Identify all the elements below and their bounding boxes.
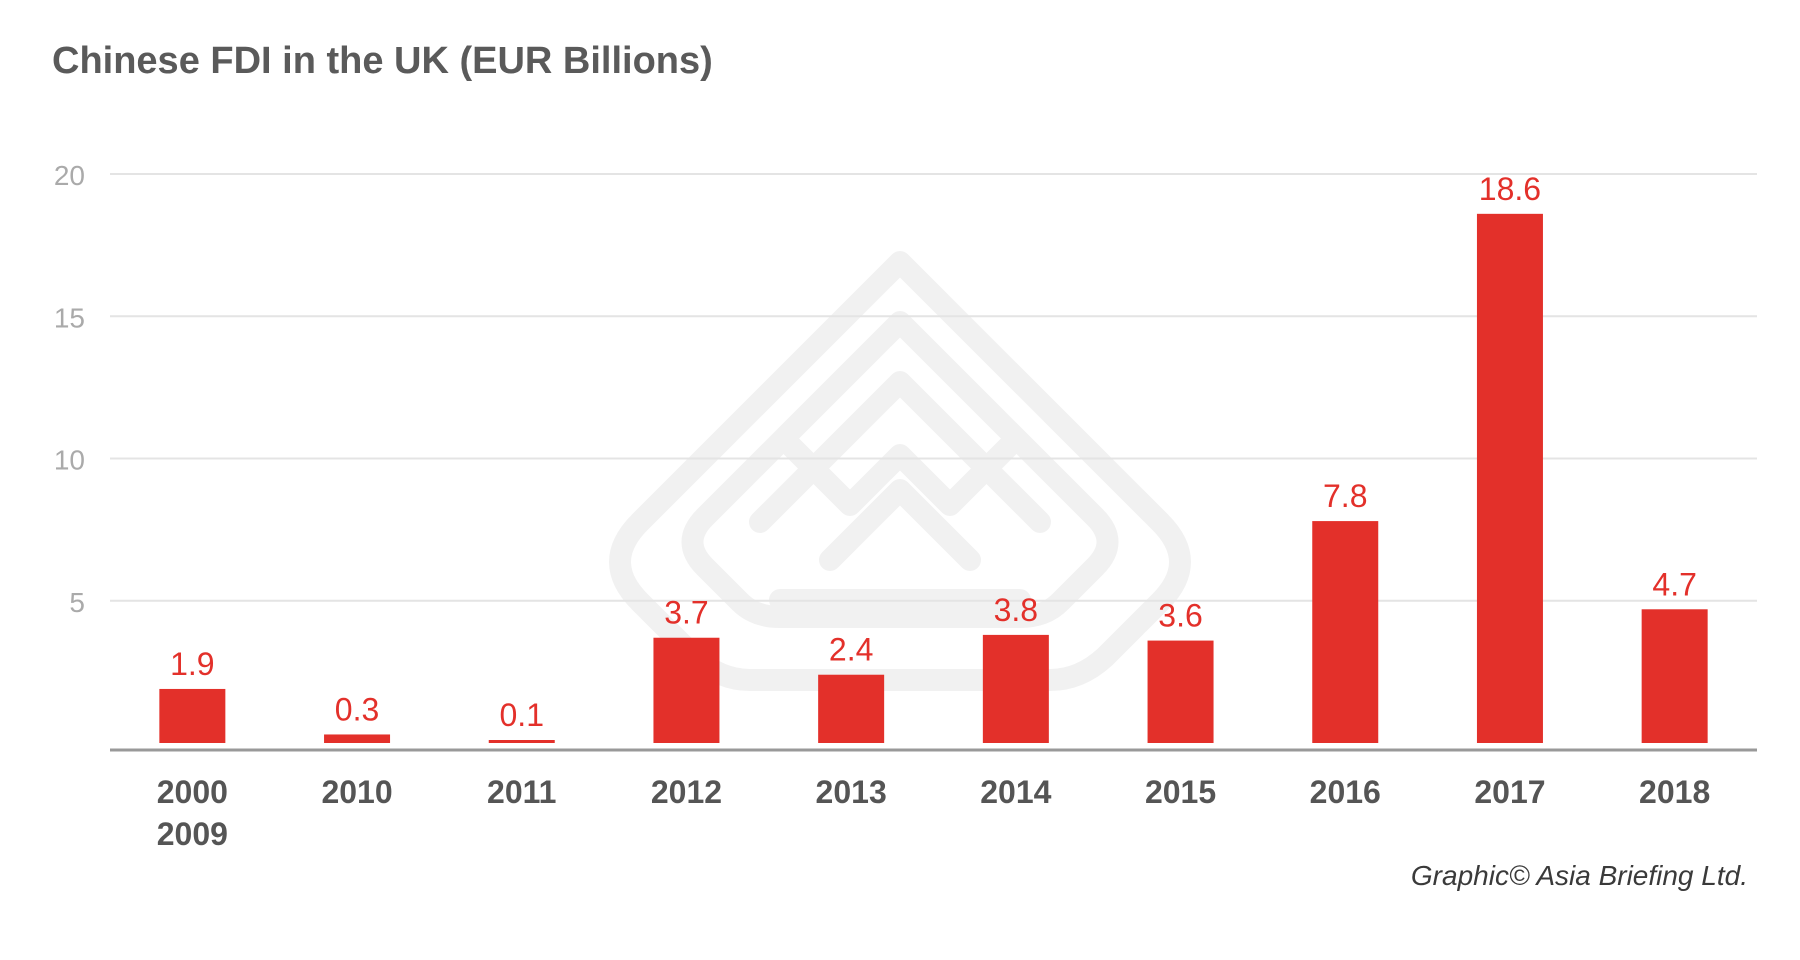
bar-2016: [1312, 521, 1379, 743]
x-tick-label: 2015: [1145, 774, 1216, 810]
data-label: 18.6: [1479, 171, 1541, 207]
x-tick-label: 2017: [1474, 774, 1545, 810]
y-tick-label: 10: [54, 445, 85, 476]
data-label: 0.3: [335, 691, 379, 727]
bar-2015: [1147, 640, 1214, 743]
x-tick-label: 2009: [157, 816, 228, 852]
x-tick-label: 2014: [980, 774, 1051, 810]
data-label: 1.9: [170, 646, 214, 682]
x-tick-label: 2011: [487, 774, 556, 810]
data-label: 2.4: [829, 632, 873, 668]
bar-2010: [324, 734, 391, 743]
bar-2018: [1641, 609, 1708, 743]
x-axis: 2000 2009 2010 2011 2012 2013 2014 2015 2016 2017…: [157, 774, 1710, 852]
y-tick-label: 15: [54, 302, 85, 333]
data-label: 7.8: [1323, 478, 1367, 514]
bar-2014: [982, 634, 1049, 743]
x-tick-label: 2012: [651, 774, 722, 810]
x-tick-label: 2018: [1639, 774, 1710, 810]
data-label: 3.6: [1158, 598, 1202, 634]
x-tick-label: 2000: [157, 774, 228, 810]
data-labels: 1.9 0.3 0.1 3.7 2.4 3.8 3.6 7.8 18.6 4.7: [170, 171, 1697, 733]
bar-2017: [1476, 213, 1543, 743]
data-label: 0.1: [500, 697, 544, 733]
y-axis: 5 10 15 20: [54, 160, 85, 618]
y-tick-label: 20: [54, 160, 85, 191]
bar-2000-2009: [159, 688, 226, 743]
data-label: 3.7: [664, 595, 708, 631]
bar-2011: [488, 740, 555, 743]
x-tick-label: 2016: [1310, 774, 1381, 810]
bar-2012: [653, 637, 720, 743]
data-label: 3.8: [994, 592, 1038, 628]
y-tick-label: 5: [69, 587, 85, 618]
x-tick-label: 2013: [816, 774, 887, 810]
bar-2013: [818, 674, 885, 743]
credit-text: Graphic© Asia Briefing Ltd.: [1410, 860, 1748, 891]
data-label: 4.7: [1652, 566, 1696, 602]
bars: [159, 213, 1708, 743]
chart-title: Chinese FDI in the UK (EUR Billions): [52, 40, 713, 82]
x-tick-label: 2010: [321, 774, 392, 810]
